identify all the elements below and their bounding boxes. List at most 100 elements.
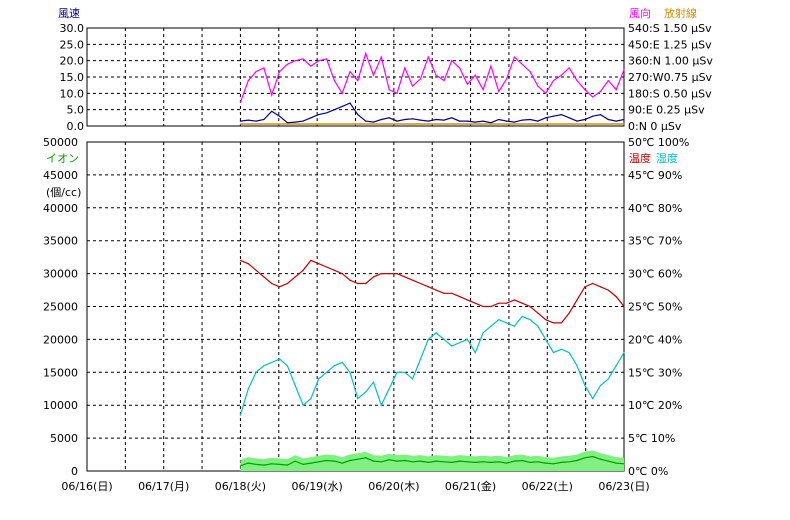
temperature-series-point [552,322,555,324]
temperature-series-point [607,289,609,291]
top-right-tick-label: 360:N 1.00 μSv [628,55,713,68]
wind-direction-series-point [435,74,437,76]
bottom-right-label-temp: 温度 [629,151,651,165]
bottom-y-tick-label: 20000 [43,333,78,346]
top-y-tick-label: 5.0 [67,104,85,117]
ion-series-point [498,461,500,463]
bottom-right-tick-label: 40℃ 80% [628,202,682,215]
bottom-right-label-humidity: 湿度 [656,151,678,165]
wind-speed-series-point [451,117,453,119]
ion-series-point [349,459,351,462]
wind-direction-series-point [474,74,476,76]
wind-speed-series-point [372,121,375,123]
wind-direction-series-point [545,92,547,94]
humidity-series-point [263,365,265,367]
radiation-series-point [623,123,625,125]
humidity-series-point [498,319,500,321]
wind-direction-series-point [451,60,453,62]
wind-speed-series-point [529,118,531,121]
humidity-series-point [372,381,375,383]
ion-series-point [396,460,398,462]
temperature-series-point [325,266,328,268]
bottom-right-tick-label: 20℃ 40% [628,333,682,346]
temperature-series-point [623,305,625,308]
ion-series-point [325,459,328,462]
wind-speed-series-point [412,118,414,120]
x-tick-label: 06/18(火) [215,480,266,493]
wind-speed-series-point [263,118,265,121]
wind-speed-series-point [513,121,516,123]
ion-series-point [513,460,516,462]
ion-series-point [552,463,555,465]
wind-direction-series-point [380,56,382,58]
ion-series-point [427,461,429,464]
ion-series-point [623,463,625,465]
temperature-series-point [380,273,382,275]
humidity-series-point [412,378,414,380]
wind-direction-series-point [560,74,562,76]
temperature-series-point [239,259,242,262]
humidity-series [239,315,625,416]
bottom-series [239,259,625,471]
top-y-tick-label: 0.0 [67,120,85,133]
temperature-series-point [318,263,320,265]
temperature-series-point [435,289,437,291]
wind-speed-series-point [365,120,367,122]
humidity-series-point [545,338,547,340]
wind-speed-series-point [247,119,249,121]
ion-series-point [341,462,343,464]
radiation-series-point [580,123,582,125]
humidity-series-point [451,345,453,347]
temperature-series-point [372,276,375,278]
ion-series-point [459,460,461,462]
humidity-series-point [427,338,429,340]
bottom-grid [86,141,625,472]
temperature-series-point [482,305,484,308]
humidity-series-point [568,351,570,354]
ion-series-point [607,460,609,462]
temperature-series-point [396,273,398,275]
wind-direction-series-point [294,60,296,62]
humidity-series-point [607,378,609,380]
humidity-series-point [615,365,617,367]
ion-series-point [443,461,445,463]
humidity-series-point [482,332,484,334]
ion-series [240,455,625,467]
temperature-series-point [592,282,594,285]
wind-speed-series-point [271,110,273,112]
wind-direction-series-point [255,70,257,73]
wind-speed-series-point [584,118,586,121]
wind-direction-series-point [388,89,390,91]
humidity-series-point [521,315,523,317]
wind-direction-series-point [286,63,288,65]
wind-speed-series-point [427,120,429,122]
radiation-series-point [452,123,455,125]
wind-direction-series-point [365,52,367,55]
top-panel: 風速 風向 放射線 30.0 25.0 20.0 15.0 10.0 5.0 0.0 540… [58,6,713,133]
wind-direction-series-point [239,101,242,104]
bottom-right-ticks: 50℃ 100% 45℃ 90% 40℃ 80% 35℃ 70% 30℃ 60% 25℃ … [628,136,689,478]
ion-series-point [521,459,523,462]
top-left-label: 風速 [58,7,80,20]
ion-series-point [529,461,531,464]
wind-direction-series-point [263,67,265,69]
bottom-y-tick-label: 5000 [50,432,78,445]
bottom-y-ticks: 5000045000400003500030000250002000015000… [43,136,78,478]
top-right-label-radiation: 放射線 [664,6,697,20]
wind-direction-series-point [592,96,594,98]
x-tick-label: 06/23(日) [598,480,649,493]
bottom-y-tick-label: 10000 [43,399,78,412]
bottom-y-tick-label: 50000 [43,136,78,149]
ion-series-point [545,462,547,464]
top-y-tick-label: 20.0 [60,55,85,68]
wind-direction-series-point [459,67,461,69]
humidity-series-point [505,322,508,324]
ion-series-point [302,463,304,466]
wind-direction-series-point [341,92,343,94]
wind-direction-series-point [521,63,523,65]
ion-series-point [263,464,265,466]
temperature-series-point [513,299,516,301]
wind-speed-series-point [318,113,320,116]
wind-speed-series-point [239,120,242,122]
